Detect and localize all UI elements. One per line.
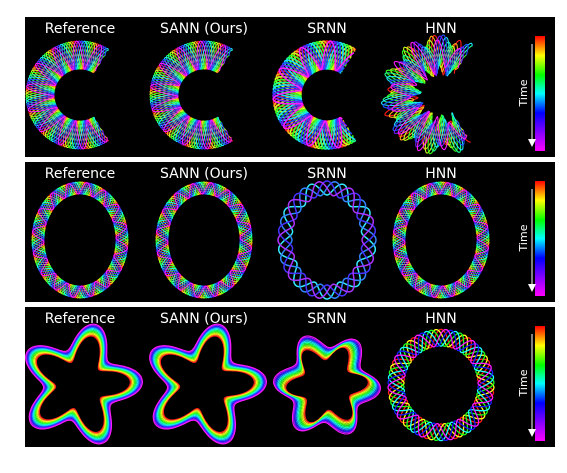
column-title-hnn: HNN <box>425 166 456 182</box>
colorbar-label: Time <box>517 79 530 107</box>
column-title-sann: SANN (Ours) <box>160 311 248 327</box>
trajectory-ring-2 <box>155 181 253 299</box>
colorbar <box>535 326 545 441</box>
colorbar <box>535 181 545 296</box>
trajectory-open-arc-4 <box>380 34 473 155</box>
trajectory-ring-4 <box>392 181 490 299</box>
row-1-headers: Reference SANN (Ours) SRNN HNN <box>45 21 457 37</box>
trajectory-pentagon-loop-3 <box>273 335 381 435</box>
trajectory-open-arc-1 <box>25 40 110 150</box>
column-title-reference: Reference <box>45 21 116 37</box>
column-title-reference: Reference <box>45 311 116 327</box>
colorbar-row-2: Time <box>517 181 545 296</box>
trajectory-open-arc-3 <box>272 40 357 150</box>
colorbar <box>535 36 545 151</box>
colorbar-row-1: Time <box>517 36 545 151</box>
column-title-sann: SANN (Ours) <box>160 166 248 182</box>
trajectory-ring-1 <box>31 181 129 299</box>
row-2-headers: Reference SANN (Ours) SRNN HNN <box>45 166 457 182</box>
trajectory-open-arc-2 <box>149 40 234 150</box>
colorbar-label: Time <box>517 224 530 252</box>
trajectory-pentagon-loop-1 <box>25 323 143 445</box>
colorbar-label: Time <box>517 369 530 397</box>
column-title-hnn: HNN <box>425 21 456 37</box>
trajectory-pentagon-loop-4 <box>387 328 495 442</box>
column-title-sann: SANN (Ours) <box>160 21 248 37</box>
row-3-headers: Reference SANN (Ours) SRNN HNN <box>45 311 457 327</box>
column-title-srnn: SRNN <box>307 21 347 37</box>
column-title-srnn: SRNN <box>307 311 347 327</box>
trajectory-pentagon-loop-2 <box>149 323 267 445</box>
trajectory-ring-3 <box>277 180 377 300</box>
trajectory-plots <box>25 34 495 445</box>
colorbar-row-3: Time <box>517 326 545 441</box>
column-title-reference: Reference <box>45 166 116 182</box>
column-title-srnn: SRNN <box>307 166 347 182</box>
column-title-hnn: HNN <box>425 311 456 327</box>
